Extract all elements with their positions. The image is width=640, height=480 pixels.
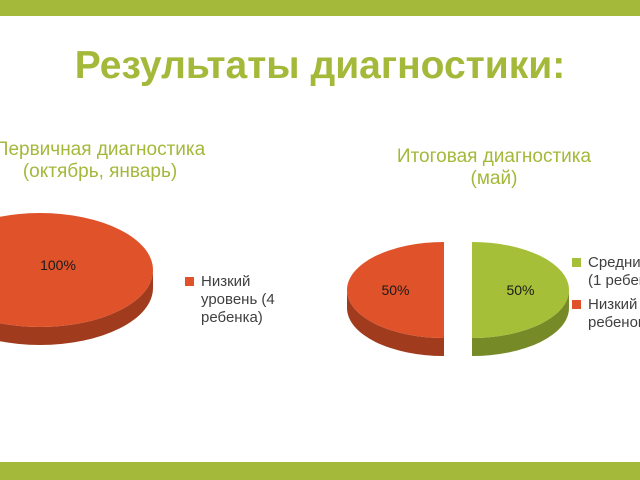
chart1-slice0-data-label: 100% [40, 257, 76, 273]
chart2-title-line2: (май) [470, 168, 518, 189]
chart1-legend-swatch0 [185, 277, 194, 286]
chart1-slice0 [0, 213, 153, 327]
chart2-slice0 [472, 242, 569, 338]
chart2-pie: 50% 50% Средний уровень(1 ребенок) Низкий у… [347, 242, 640, 356]
chart2-slice0-side0 [472, 290, 569, 356]
chart1-legend-text0-1: уровень (4 [201, 291, 275, 308]
chart1-title: Первичная диагностика (октябрь, январь) [0, 139, 240, 183]
chart2-legend-text1-1: ребенок) [588, 314, 640, 331]
chart2-title: Итоговая диагностика (май) [354, 146, 634, 190]
bottom-accent-bar [0, 462, 640, 480]
chart2-slice0-data-label: 50% [506, 282, 534, 298]
chart1-legend-text0-2: ребенка) [201, 309, 263, 326]
chart1-title-line2: (октябрь, январь) [22, 161, 178, 182]
chart1-legend-text0-0: Низкий [201, 273, 250, 290]
chart2-slice1 [347, 242, 444, 338]
chart2-slice1-side0 [347, 290, 444, 356]
top-accent-bar [0, 0, 640, 16]
chart2-legend-text0-1: (1 ребенок) [588, 272, 640, 289]
slide-title: Результаты диагностики: [74, 44, 566, 87]
chart1-slice0-side [0, 270, 153, 345]
chart1-title-line1: Первичная диагностика [0, 139, 206, 160]
chart2-slice1-data-label: 50% [381, 282, 409, 298]
chart2-legend-swatch0 [572, 258, 581, 267]
chart2-legend-text1-0: Низкий уровень [588, 296, 640, 313]
chart2-legend-text0-0: Средний уровень [588, 254, 640, 271]
chart2-title-line1: Итоговая диагностика [396, 146, 592, 167]
chart2-legend-swatch1 [572, 300, 581, 309]
